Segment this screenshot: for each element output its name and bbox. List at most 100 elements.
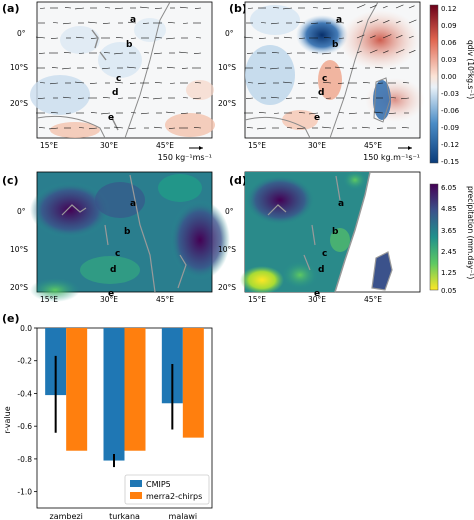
flux-arrow (100, 112, 111, 115)
y-tick-label: -1.0 (17, 488, 32, 497)
bar-merra2-chirps-zambezi (66, 328, 88, 451)
panel-a: (a) a b c d e 0° 10°S 20°S 15°E 30°E 45° (2, 1, 215, 162)
flux-arrow (87, 21, 98, 24)
scale-arrowhead (408, 146, 412, 150)
site-label: a (336, 15, 342, 25)
axis-ticks: 0° 10°S 20°S 15°E 30°E 45°E (218, 29, 382, 150)
flux-arrow (401, 127, 410, 129)
xtick-label: 15°E (248, 295, 266, 304)
colorbar-tick: 4.85 (441, 205, 457, 213)
flux-arrows (35, 6, 202, 130)
flux-arrow (258, 37, 267, 39)
site-label: e (108, 289, 114, 299)
xtick-label: 15°E (40, 295, 58, 304)
field-shading (30, 18, 215, 138)
flux-arrow (321, 126, 332, 129)
flux-arrow (180, 112, 189, 114)
flux-arrow (182, 97, 189, 99)
flux-arrow (246, 127, 254, 129)
flux-arrow (273, 112, 280, 114)
flux-arrow (39, 7, 46, 9)
axis-ticks: 0° 10°S 20°S 15°E 30°E 45°E (10, 29, 174, 150)
flux-arrow (153, 52, 163, 55)
scale-arrowhead (199, 146, 203, 150)
flux-arrow (130, 37, 137, 39)
flux-arrow (113, 52, 124, 55)
site-label: c (116, 74, 121, 84)
bar-marks (45, 328, 204, 468)
flux-arrow (115, 37, 124, 39)
site-labels: a b c d e (314, 199, 344, 299)
y-axis-ticks: 0.0 -0.2 -0.4 -0.6 -0.8 -1.0 (17, 324, 37, 497)
flux-arrow (390, 97, 397, 99)
flux-arrow (195, 37, 202, 39)
flux-arrow (298, 37, 306, 39)
ytick-label: 0° (225, 29, 234, 38)
colorbar-qdiv: 0.12 0.09 0.06 0.03 0.00 -0.03 -0.06 -0.… (429, 4, 474, 166)
flux-arrow (382, 5, 388, 9)
bar-merra2-chirps-turkana (124, 328, 146, 451)
flux-arrow (350, 97, 358, 99)
colorbar-tick: 6.05 (441, 184, 457, 192)
flux-arrow (286, 52, 293, 54)
panel-label: (b) (229, 2, 247, 15)
flux-arrow (395, 49, 405, 54)
flux-arrow (165, 111, 176, 114)
flux-arrow (325, 97, 332, 99)
flux-arrow (402, 82, 410, 84)
flux-arrow (376, 127, 384, 129)
flux-arrow (285, 97, 293, 99)
flux-arrow (260, 22, 267, 24)
flux-arrow (297, 82, 306, 84)
flux-arrow (74, 81, 85, 84)
x-tick-label: malawi (169, 512, 198, 520)
flux-arrow (408, 50, 416, 54)
flux-arrow (101, 67, 111, 70)
y-tick-label: -0.8 (17, 455, 32, 464)
panel-label: (c) (2, 174, 19, 187)
flux-arrow (362, 82, 371, 84)
flux-arrow (113, 126, 124, 129)
colorbar-tick: 0.06 (441, 39, 457, 47)
flux-arrow (369, 5, 377, 9)
flux-arrow (63, 52, 72, 54)
flux-arrow (154, 7, 163, 9)
ytick-label: 0° (225, 207, 234, 216)
xtick-label: 15°E (248, 141, 266, 150)
flux-arrow (88, 127, 98, 130)
flux-arrow (143, 52, 150, 54)
flux-arrow (270, 96, 280, 99)
site-labels: a b c d e (108, 199, 136, 299)
flux-arrow (382, 34, 392, 39)
flux-arrow (142, 97, 150, 99)
flux-arrow (256, 127, 267, 130)
flux-arrow (322, 7, 332, 10)
flux-arrow (310, 22, 319, 24)
flux-arrow (348, 112, 358, 115)
flux-arrow (140, 112, 150, 115)
flux-arrow (89, 82, 98, 84)
flux-arrow (283, 36, 293, 39)
panel-d: (d) a b c d e 0° 10°S 20°S 15°E 30°E 45°… (218, 170, 421, 304)
flux-arrow (126, 66, 137, 69)
x-tick-label: zambezi (50, 512, 83, 520)
flux-arrow (129, 82, 137, 84)
bar-merra2-chirps-malawi (182, 328, 204, 438)
site-label: e (314, 113, 320, 123)
flux-arrow (62, 22, 72, 25)
flux-arrow (169, 82, 176, 84)
flux-arrow (272, 7, 280, 9)
flux-arrow (127, 21, 137, 24)
flux-arrow (389, 67, 397, 69)
colorbar-scale (429, 183, 439, 291)
flux-arrow (377, 82, 384, 84)
flux-arrow (178, 51, 189, 54)
flux-arrow (182, 22, 189, 24)
flux-arrow (369, 35, 376, 39)
coastline (36, 1, 171, 139)
flux-arrow (142, 22, 150, 24)
flux-arrow (64, 7, 72, 9)
flux-arrow (194, 82, 202, 84)
flux-arrow (257, 82, 267, 85)
flux-arrow (408, 35, 414, 39)
